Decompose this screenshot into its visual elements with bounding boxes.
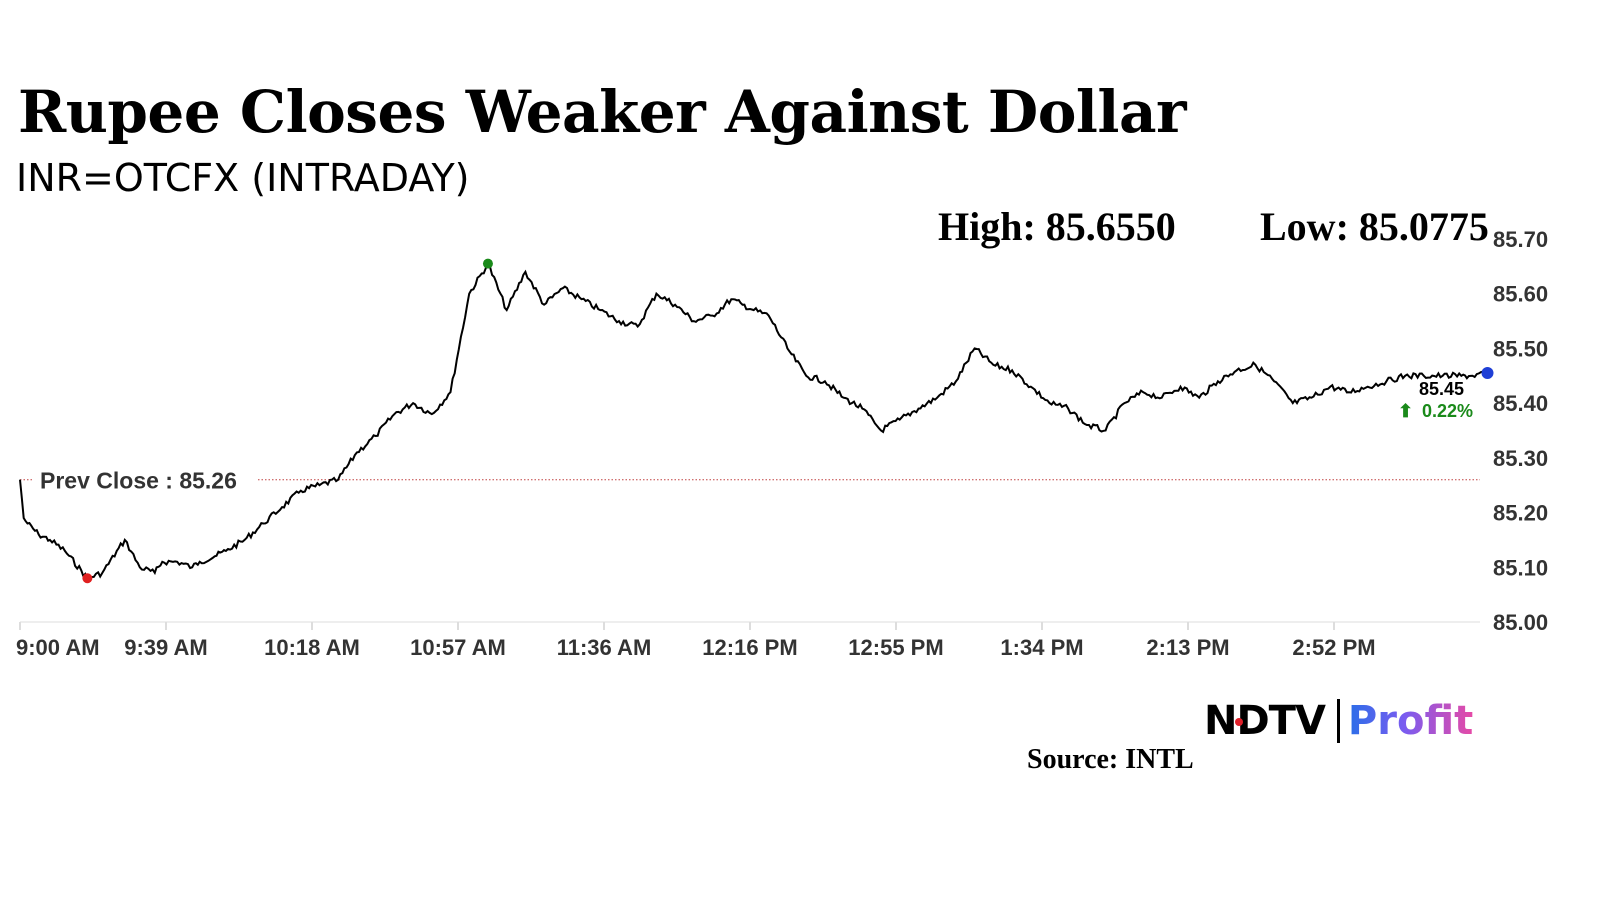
series-line xyxy=(19,261,1489,580)
y-tick-label: 85.00 xyxy=(1493,610,1548,635)
y-tick-label: 85.20 xyxy=(1493,501,1548,526)
prev-close-label: Prev Close : 85.26 xyxy=(40,468,237,494)
source-label: Source: INTL xyxy=(1027,744,1194,775)
y-tick-label: 85.30 xyxy=(1493,446,1548,471)
brand-main: NDTV xyxy=(1204,698,1326,744)
high-stat: High: 85.6550 xyxy=(938,204,1176,249)
low-stat: Low: 85.0775 xyxy=(1260,204,1489,249)
chart-subtitle: INR=OTCFX (INTRADAY) xyxy=(16,156,470,200)
x-tick-label: 2:13 PM xyxy=(1146,635,1229,660)
last-price-marker xyxy=(1481,367,1494,380)
prev-close-label-bg xyxy=(32,466,258,493)
high-marker xyxy=(482,258,493,269)
logo-red-dot xyxy=(1235,718,1243,726)
low-marker xyxy=(82,573,93,584)
x-tick-label: 1:34 PM xyxy=(1000,635,1083,660)
x-tick-label: 9:39 AM xyxy=(124,635,208,660)
x-tick-label: 10:57 AM xyxy=(410,635,506,660)
x-tick-label: 12:16 PM xyxy=(702,635,797,660)
y-tick-label: 85.60 xyxy=(1493,282,1548,307)
up-arrow-icon: ⬆ xyxy=(1398,401,1413,421)
x-tick-label: 9:00 AM xyxy=(16,635,100,660)
x-tick-label: 12:55 PM xyxy=(848,635,943,660)
logo-separator xyxy=(1336,699,1340,743)
x-tick-label: 10:18 AM xyxy=(264,635,360,660)
y-tick-label: 85.50 xyxy=(1493,336,1548,361)
change-percent-label: 0.22% xyxy=(1422,401,1473,421)
chart-title: Rupee Closes Weaker Against Dollar xyxy=(18,78,1187,146)
x-tick-label: 2:52 PM xyxy=(1292,635,1375,660)
y-axis-ticks: 85.00 85.10 85.20 85.30 85.40 85.50 85.60 85.70 xyxy=(1493,227,1548,635)
ndtv-profit-logo: NDTV Profit xyxy=(1204,698,1473,744)
x-tick-label: 11:36 AM xyxy=(557,635,652,660)
x-axis-ticks: 9:00 AM 9:39 AM 10:18 AM 10:57 AM 11:36 AM 12… xyxy=(16,622,1376,660)
y-tick-label: 85.10 xyxy=(1493,555,1548,580)
y-tick-label: 85.70 xyxy=(1493,227,1548,252)
brand-sub: Profit xyxy=(1347,698,1474,744)
y-tick-label: 85.40 xyxy=(1493,391,1548,416)
last-value-label: 85.45 xyxy=(1419,379,1464,399)
logo-ndtv-text: NDTV xyxy=(1204,698,1326,744)
